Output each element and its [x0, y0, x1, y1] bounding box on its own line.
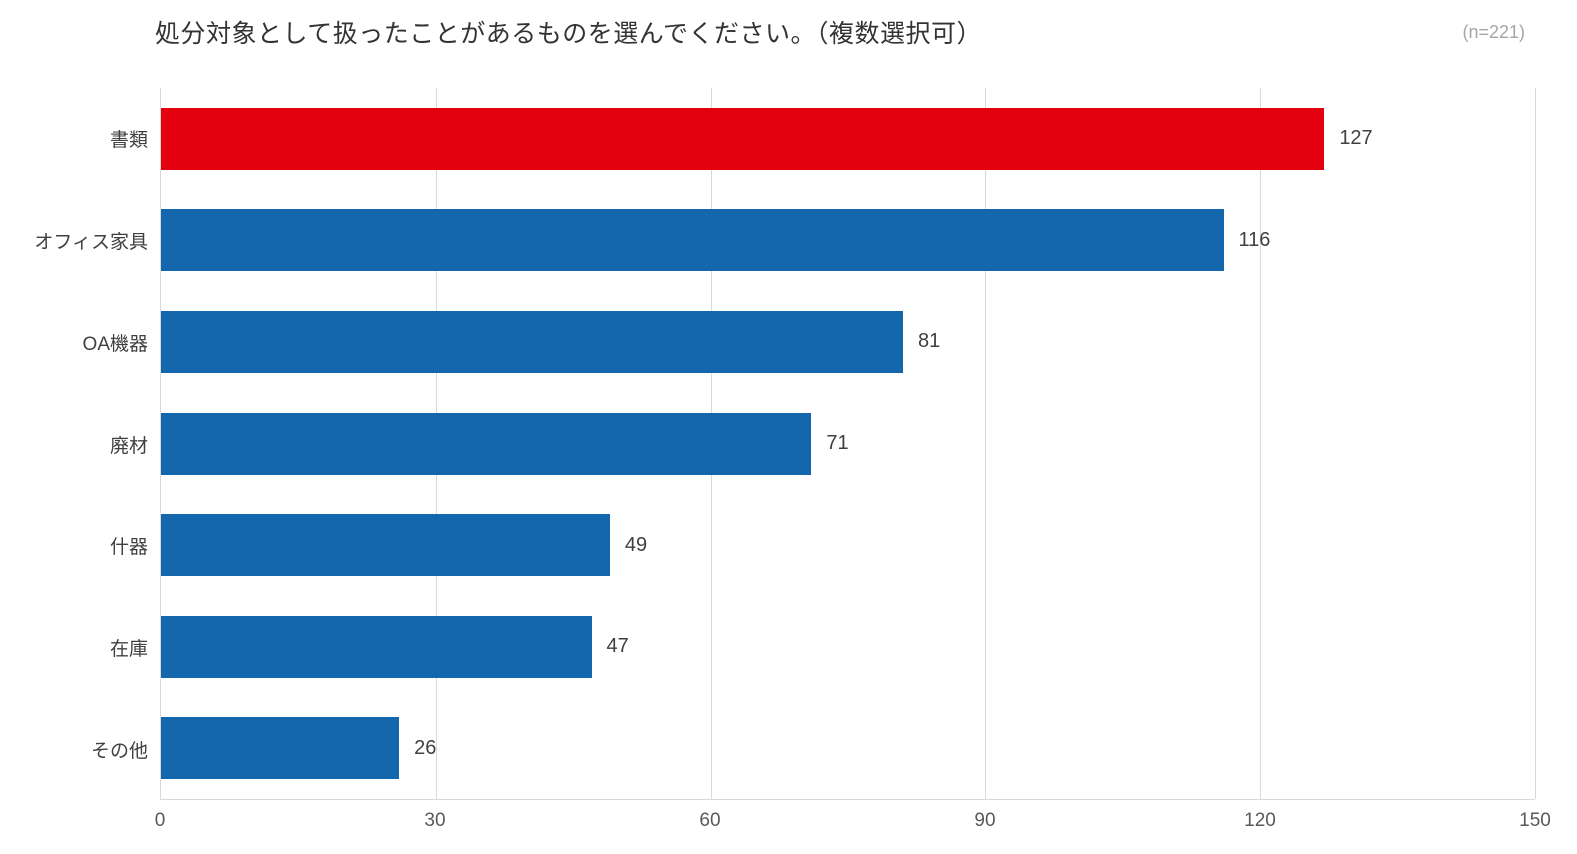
sample-size-label: (n=221) — [1462, 22, 1525, 42]
bar-row-0: 127 — [161, 88, 1535, 190]
x-tick-label-90: 90 — [974, 810, 996, 831]
value-label-6: 26 — [414, 736, 437, 759]
bar-2 — [161, 310, 903, 373]
x-tick-label-0: 0 — [154, 810, 166, 831]
bar-row-1: 116 — [161, 190, 1535, 292]
bar-row-6: 26 — [161, 697, 1535, 799]
bar-row-4: 49 — [161, 494, 1535, 596]
value-label-1: 116 — [1238, 228, 1271, 251]
value-label-5: 47 — [606, 635, 629, 658]
chart-title: 処分対象として扱ったことがあるものを選んでください。（複数選択可） — [155, 20, 983, 48]
gridline-90 — [985, 88, 987, 799]
chart-header: 処分対象として扱ったことがあるものを選んでください。（複数選択可） (n=221… — [0, 0, 1577, 48]
category-label-3: 廃材 — [109, 435, 148, 457]
bar-6 — [161, 717, 400, 780]
bar-row-5: 47 — [161, 596, 1535, 698]
value-label-0: 127 — [1339, 127, 1373, 150]
category-label-0: 書類 — [109, 130, 148, 152]
y-axis-labels: 書類オフィス家具 OA機器廃材什器在庫その他 — [0, 88, 160, 800]
value-label-3: 71 — [826, 432, 849, 455]
x-tick-label-120: 120 — [1244, 810, 1276, 831]
category-label-6: その他 — [90, 740, 148, 762]
gridline-120 — [1260, 88, 1262, 799]
category-label-2: OA機器 — [82, 333, 148, 355]
x-tick-label-30: 30 — [424, 810, 446, 831]
bar-1 — [161, 209, 1224, 272]
category-label-5: 在庫 — [109, 638, 148, 660]
gridline-150 — [1535, 88, 1536, 799]
bar-3 — [161, 412, 812, 475]
category-label-1: オフィス家具 — [34, 232, 148, 254]
category-label-4: 什器 — [109, 537, 148, 559]
bar-row-3: 71 — [161, 393, 1535, 495]
bar-row-2: 81 — [161, 291, 1535, 393]
x-tick-label-60: 60 — [699, 810, 721, 831]
x-axis: 0 30 60 90 120 150 — [155, 800, 1551, 840]
value-label-4: 49 — [624, 533, 648, 556]
plot-area: 127 116 81 71 49 47 26 — [160, 88, 1536, 800]
bar-4 — [161, 514, 610, 577]
bar-0 — [161, 107, 1325, 170]
bar-5 — [161, 615, 592, 678]
value-label-2: 81 — [917, 330, 941, 353]
bar-chart: 書類オフィス家具 OA機器廃材什器在庫その他 127 116 81 71 49 47 26 — [0, 88, 1536, 800]
x-tick-label-150: 150 — [1519, 810, 1551, 831]
